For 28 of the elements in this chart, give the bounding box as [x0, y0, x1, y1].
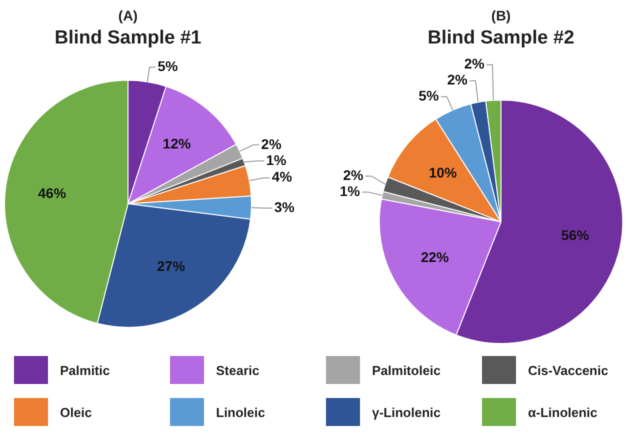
data-label: 2%: [464, 56, 485, 72]
legend-label: Palmitic: [60, 362, 110, 378]
data-label: 3%: [274, 199, 296, 216]
legend-label: γ-Linolenic: [372, 404, 441, 420]
data-label: 22%: [420, 249, 450, 266]
data-label: 2%: [447, 72, 468, 88]
data-label: 5%: [158, 58, 178, 74]
data-label: 2%: [343, 166, 364, 183]
data-label: 10%: [428, 164, 458, 181]
data-label: 27%: [157, 258, 186, 274]
data-label: 4%: [272, 168, 293, 185]
legend-label: Linoleic: [216, 404, 266, 420]
chart-title: (B): [491, 7, 511, 24]
legend-label: α-Linolenic: [528, 404, 598, 420]
data-label: 12%: [162, 136, 192, 152]
legend-label: Oleic: [60, 404, 92, 420]
chart-title: (A): [118, 7, 138, 24]
legend-label: Stearic: [216, 362, 260, 378]
data-label: 56%: [561, 226, 590, 243]
legend-label: Palmitoleic: [372, 362, 441, 378]
data-label: 5%: [418, 88, 440, 104]
legend-label: Cis-Vaccenic: [528, 362, 608, 378]
chart-subtitle: Blind Sample #2: [428, 27, 574, 48]
chart-subtitle: Blind Sample #1: [54, 27, 202, 48]
data-label: 1%: [266, 152, 287, 168]
data-label: 1%: [340, 182, 361, 199]
data-label: 46%: [38, 185, 67, 202]
data-label: 2%: [261, 136, 282, 152]
